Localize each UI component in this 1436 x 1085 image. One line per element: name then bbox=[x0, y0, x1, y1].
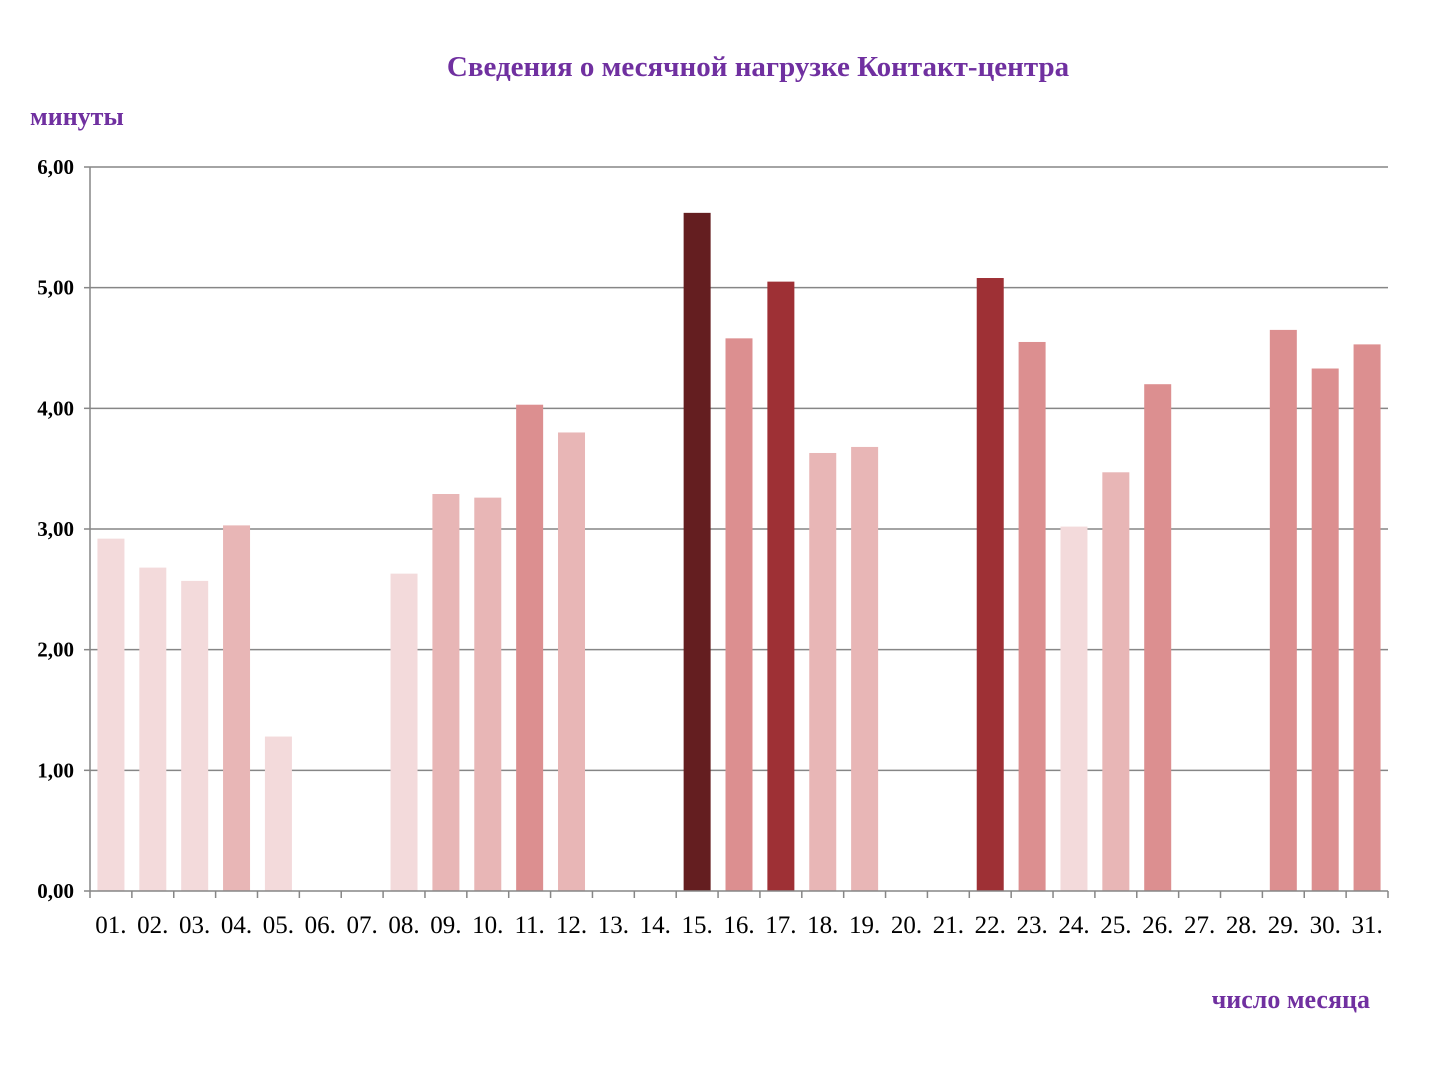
bars bbox=[97, 212, 1381, 892]
y-tick-label: 3,00 bbox=[37, 517, 74, 541]
bar-31 bbox=[1353, 344, 1381, 891]
x-axis-title: число месяца bbox=[1212, 985, 1370, 1014]
x-tick-label: 25. bbox=[1100, 912, 1131, 939]
x-tick-label: 03. bbox=[179, 912, 210, 939]
bar-10 bbox=[474, 497, 502, 891]
bar-08 bbox=[390, 573, 418, 891]
y-tick-label: 6,00 bbox=[37, 155, 74, 179]
bar-23 bbox=[1018, 341, 1046, 891]
x-tick-label: 08. bbox=[388, 912, 419, 939]
bar-03 bbox=[181, 580, 209, 891]
bar-12 bbox=[558, 432, 586, 891]
bar-05 bbox=[264, 736, 292, 891]
bar-11 bbox=[516, 404, 544, 891]
x-tick-label: 31. bbox=[1351, 912, 1382, 939]
bar-01 bbox=[97, 538, 125, 891]
bar-19 bbox=[851, 446, 879, 891]
chart-title: Сведения о месячной нагрузке Контакт-цен… bbox=[447, 51, 1070, 83]
bar-17 bbox=[767, 281, 795, 892]
bar-15 bbox=[683, 212, 711, 891]
x-tick-label: 12. bbox=[556, 912, 587, 939]
x-tick-label: 14. bbox=[640, 912, 671, 939]
x-tick-labels: 01. 02. 03. 04. 05. 06. 07. 08. 09. 10. 11. 12. 13. 1… bbox=[95, 912, 1382, 939]
y-tick-label: 5,00 bbox=[37, 276, 74, 300]
y-tick-label: 1,00 bbox=[37, 758, 74, 782]
x-tick-label: 13. bbox=[598, 912, 629, 939]
x-tick-label: 05. bbox=[263, 912, 294, 939]
x-tick-label: 30. bbox=[1310, 912, 1341, 939]
y-tick-label: 0,00 bbox=[37, 879, 74, 903]
bar-02 bbox=[139, 567, 167, 891]
bar-26 bbox=[1144, 384, 1172, 891]
x-tick-label: 22. bbox=[975, 912, 1006, 939]
x-tick-label: 27. bbox=[1184, 912, 1215, 939]
y-tick-label: 2,00 bbox=[37, 638, 74, 662]
bar-18 bbox=[809, 452, 837, 891]
x-tick-label: 06. bbox=[305, 912, 336, 939]
y-axis-title: минуты bbox=[30, 102, 124, 131]
x-tick-label: 16. bbox=[723, 912, 754, 939]
bar-09 bbox=[432, 494, 460, 891]
bar-16 bbox=[725, 338, 753, 891]
x-tick-label: 10. bbox=[472, 912, 503, 939]
y-tick-labels: 0,00 1,00 2,00 3,00 4,00 5,00 6,00 bbox=[37, 155, 74, 903]
x-tick-label: 09. bbox=[430, 912, 461, 939]
y-tick-label: 4,00 bbox=[37, 396, 74, 420]
x-tick-label: 01. bbox=[95, 912, 126, 939]
x-tick-label: 15. bbox=[682, 912, 713, 939]
bar-24 bbox=[1060, 526, 1088, 891]
x-tick-label: 17. bbox=[765, 912, 796, 939]
x-tick-label: 20. bbox=[891, 912, 922, 939]
bar-29 bbox=[1269, 329, 1297, 891]
bar-04 bbox=[223, 525, 251, 891]
bar-22 bbox=[976, 278, 1004, 892]
x-tick-label: 26. bbox=[1142, 912, 1173, 939]
x-tick-label: 28. bbox=[1226, 912, 1257, 939]
bar-25 bbox=[1102, 472, 1130, 891]
x-tick-label: 23. bbox=[1016, 912, 1047, 939]
x-tick-label: 18. bbox=[807, 912, 838, 939]
x-tick-label: 21. bbox=[933, 912, 964, 939]
x-tick-label: 11. bbox=[514, 912, 544, 939]
x-tick-label: 29. bbox=[1268, 912, 1299, 939]
x-tick-label: 24. bbox=[1058, 912, 1089, 939]
bar-30 bbox=[1311, 368, 1339, 892]
axes bbox=[89, 167, 1389, 898]
x-tick-label: 07. bbox=[347, 912, 378, 939]
x-tick-label: 02. bbox=[137, 912, 168, 939]
x-tick-label: 04. bbox=[221, 912, 252, 939]
x-tick-label: 19. bbox=[849, 912, 880, 939]
